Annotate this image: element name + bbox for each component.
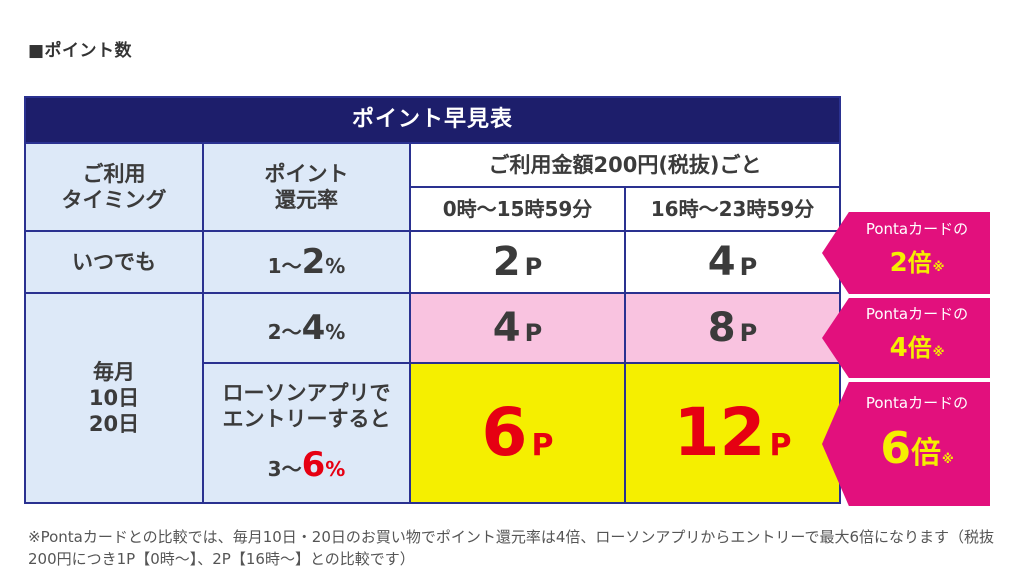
footnote: ※Pontaカードとの比較では、毎月10日・20日のお買い物でポイント還元率は4… xyxy=(28,528,995,568)
table-title: ポイント早見表 xyxy=(23,96,842,144)
points-table: ポイント早見表 ご利用 タイミング ポイント 還元率 ご利用金額200円(税抜)… xyxy=(23,96,842,504)
rate-app-entry: ローソンアプリで エントリーすると 3〜6% xyxy=(202,362,411,504)
app-entry-line1: ローソンアプリで xyxy=(222,380,391,405)
app-entry-line2: エントリーすると xyxy=(222,406,391,431)
time-header-2: 16時〜23時59分 xyxy=(623,186,842,232)
ponta-comparison-badge-2x: Pontaカードの 2倍※ xyxy=(822,212,990,294)
points-app-evening: 12 P xyxy=(623,362,842,504)
timing-header: ご利用 タイミング xyxy=(24,142,204,232)
time-header-1: 0時〜15時59分 xyxy=(409,186,626,232)
rate-anytime: 1〜2% xyxy=(202,230,411,294)
section-heading: ■ポイント数 xyxy=(28,41,133,61)
amount-header: ご利用金額200円(税抜)ごと xyxy=(408,142,842,188)
rate-app-entry-value: 3〜6% xyxy=(267,445,346,485)
timing-anytime: いつでも xyxy=(24,230,204,294)
ponta-comparison-badge-4x: Pontaカードの 4倍※ xyxy=(822,298,990,378)
timing-monthly-days: 毎月 10日 20日 xyxy=(24,292,204,504)
points-table-container: ポイント早見表 ご利用 タイミング ポイント 還元率 ご利用金額200円(税抜)… xyxy=(23,96,842,508)
rate-header: ポイント 還元率 xyxy=(202,142,411,232)
ponta-comparison-badge-6x: Pontaカードの 6倍※ xyxy=(822,382,990,506)
rate-monthly-days: 2〜4% xyxy=(202,292,411,364)
